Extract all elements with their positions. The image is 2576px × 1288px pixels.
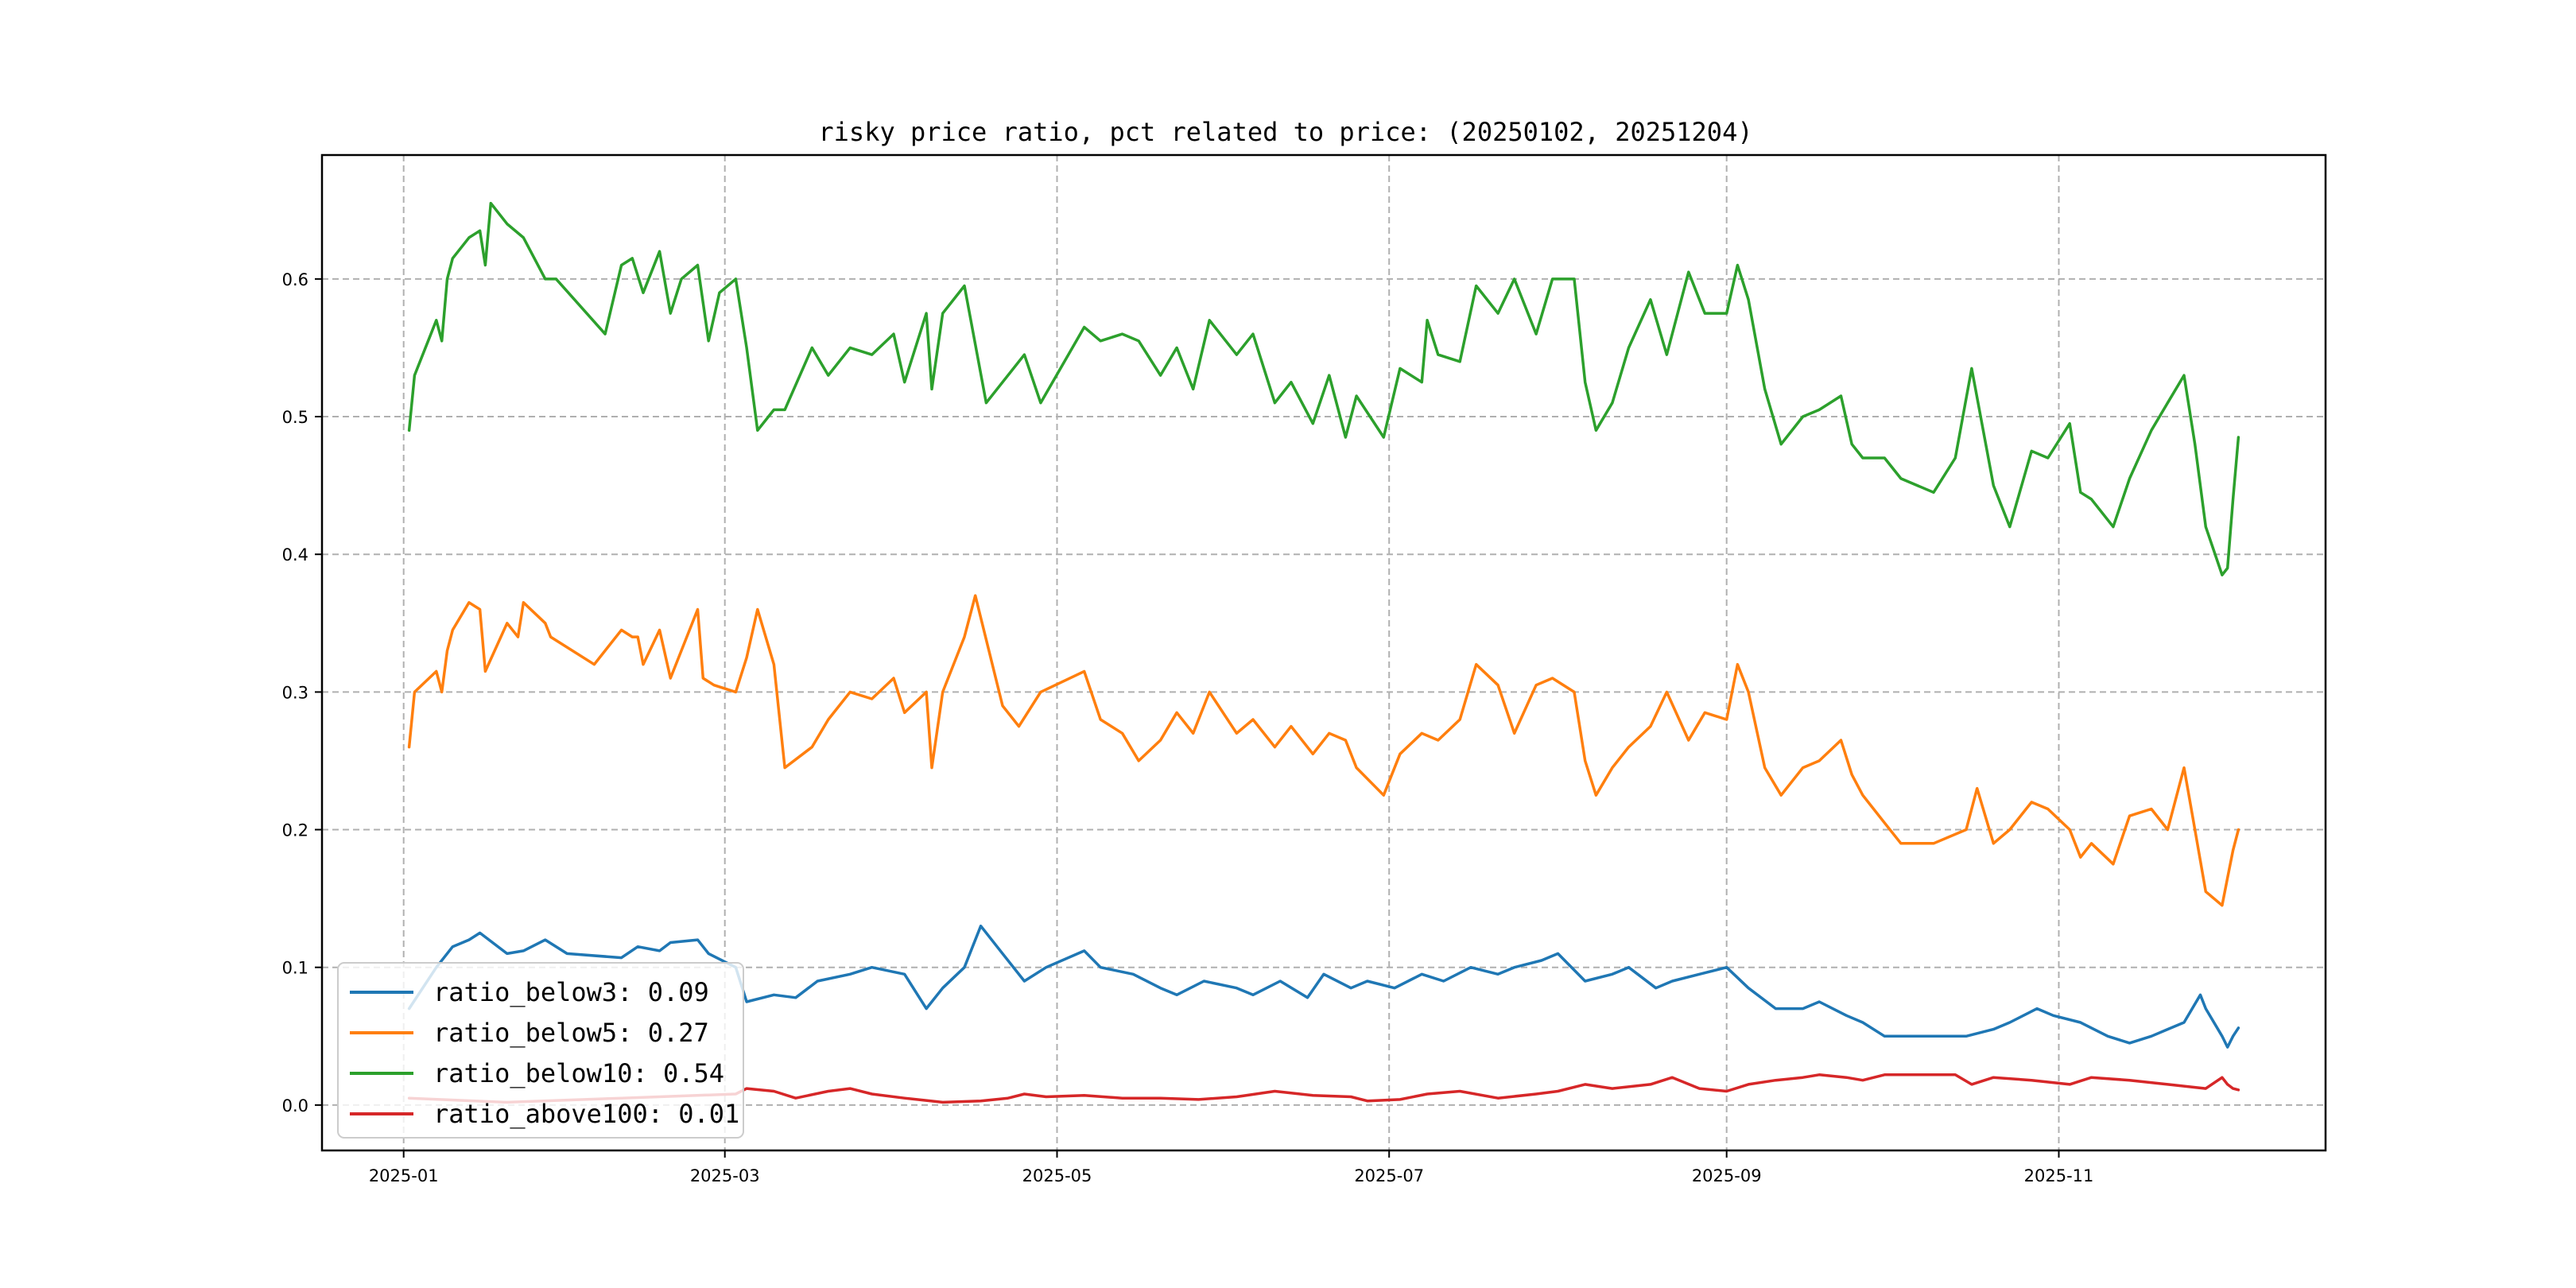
y-tick-label: 0.2 <box>282 821 308 840</box>
x-tick-label: 2025-11 <box>2024 1166 2094 1185</box>
x-tick-label: 2025-01 <box>369 1166 439 1185</box>
chart-title: risky price ratio, pct related to price:… <box>818 117 1752 147</box>
series-line-ratio_below5 <box>407 594 2240 907</box>
legend-frame <box>337 962 744 1139</box>
plot-area-frame <box>320 153 2327 1152</box>
x-tick-label: 2025-09 <box>1692 1166 1762 1185</box>
legend-label-ratio_below5: ratio_below5: 0.27 <box>433 1018 709 1048</box>
y-tick-label: 0.4 <box>282 545 308 564</box>
legend-label-ratio_above100: ratio_above100: 0.01 <box>433 1099 739 1129</box>
y-tick-label: 0.3 <box>282 683 308 702</box>
series-line-ratio_above100 <box>407 1073 2240 1104</box>
legend-label-ratio_below3: ratio_below3: 0.09 <box>433 977 709 1007</box>
y-tick-label: 0.0 <box>282 1096 308 1115</box>
y-tick-label: 0.6 <box>282 270 308 289</box>
series-lines <box>407 201 2240 1104</box>
legend: ratio_below3: 0.09 ratio_below5: 0.27 rati… <box>337 962 744 1139</box>
series-line-ratio_below3 <box>407 924 2240 1049</box>
x-tick-label: 2025-07 <box>1354 1166 1424 1185</box>
x-tick-label: 2025-05 <box>1022 1166 1092 1185</box>
legend-label-ratio_below10: ratio_below10: 0.54 <box>433 1058 724 1088</box>
x-tick-label: 2025-03 <box>690 1166 760 1185</box>
series-line-ratio_below10 <box>407 201 2240 576</box>
y-tick-label: 0.1 <box>282 959 308 978</box>
axis-ticks: 2025-01 2025-03 2025-05 2025-07 2025-09 2025-… <box>282 270 2094 1185</box>
y-tick-label: 0.5 <box>282 408 308 427</box>
